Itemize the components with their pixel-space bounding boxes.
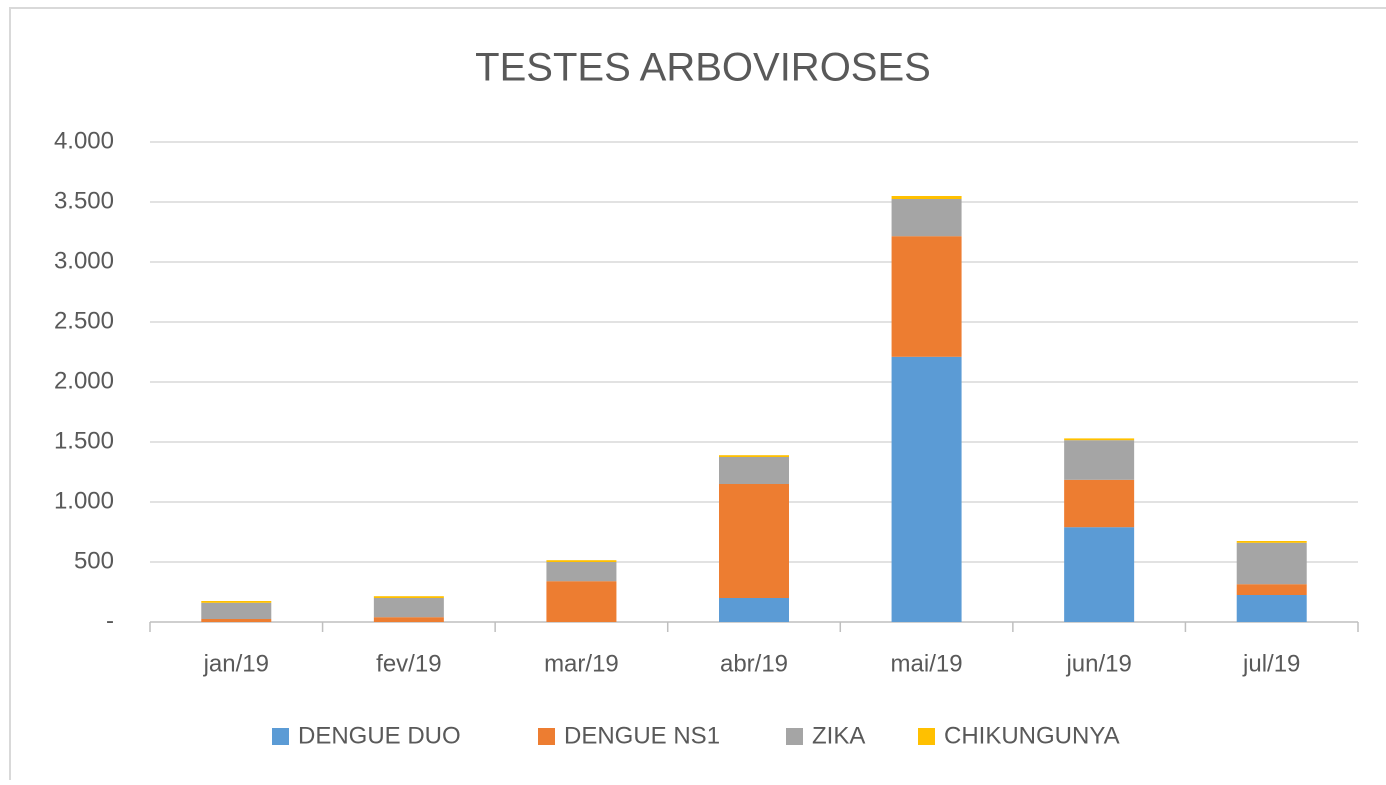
bar-segment [1236, 541, 1307, 543]
y-tick-label: 4.000 [54, 127, 114, 154]
bar-segment [201, 602, 272, 619]
x-tick-label: abr/19 [720, 650, 788, 677]
bar-segment [891, 236, 962, 357]
legend-swatch [272, 728, 289, 745]
legend-label: DENGUE NS1 [564, 722, 720, 749]
bar-segment [719, 457, 789, 484]
bar-segment [201, 619, 272, 622]
chart-border [9, 7, 1386, 785]
bar-segment [546, 562, 617, 582]
bar-segment [1236, 584, 1307, 595]
bar-segment [546, 560, 617, 562]
bar-segment [891, 199, 962, 237]
y-tick-label: 2.000 [54, 367, 114, 394]
chart-title: TESTES ARBOVIROSES [475, 46, 931, 90]
x-tick-label: fev/19 [376, 650, 441, 677]
y-tick-label: 2.500 [54, 307, 114, 334]
legend-label: DENGUE DUO [298, 722, 461, 749]
bar-segment [719, 484, 789, 598]
bar-segment [719, 455, 789, 457]
x-tick-label: mar/19 [544, 650, 619, 677]
legend-swatch [538, 728, 555, 745]
x-tick-label: mai/19 [891, 650, 963, 677]
y-tick-label: - [106, 607, 114, 634]
bar-segment [1064, 438, 1135, 441]
legend-swatch [786, 728, 803, 745]
bar-segment [373, 617, 444, 622]
bar-segment [1236, 542, 1307, 585]
x-tick-label: jun/19 [1065, 650, 1131, 677]
y-tick-label: 3.500 [54, 187, 114, 214]
legend-label: ZIKA [812, 722, 865, 749]
bar-segment [373, 596, 444, 598]
bar-segment [1064, 527, 1135, 622]
y-tick-label: 1.500 [54, 427, 114, 454]
bar-segment [373, 598, 444, 618]
bar-segment [1064, 479, 1135, 528]
bar-segment [891, 356, 962, 622]
bar-segment [891, 196, 962, 199]
bar-segment [1064, 440, 1135, 480]
y-tick-label: 1.000 [54, 487, 114, 514]
y-tick-label: 500 [74, 547, 114, 574]
legend-swatch [918, 728, 935, 745]
bar-segment [719, 598, 789, 622]
y-tick-label: 3.000 [54, 247, 114, 274]
bar-segment [546, 581, 617, 622]
x-tick-label: jul/19 [1242, 650, 1300, 677]
x-tick-label: jan/19 [203, 650, 269, 677]
bar-segment [201, 601, 272, 603]
bar-segment [1236, 595, 1307, 622]
legend-label: CHIKUNGUNYA [944, 722, 1120, 749]
